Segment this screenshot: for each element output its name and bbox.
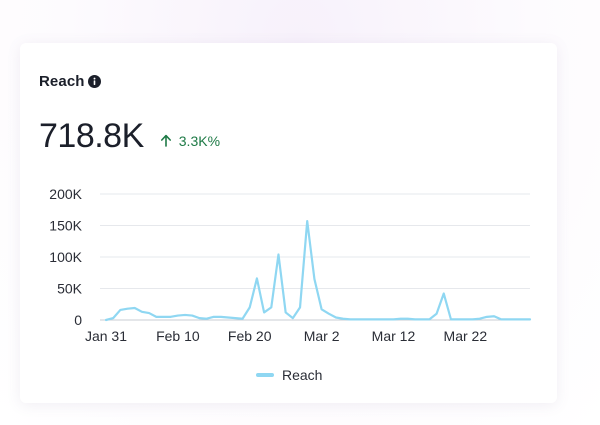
chart-legend[interactable]: Reach — [256, 367, 322, 383]
info-icon[interactable] — [87, 75, 101, 88]
card-title: Reach — [39, 73, 85, 90]
y-tick-label: 200K — [49, 186, 82, 202]
reach-series-line — [104, 219, 532, 322]
card-header: Reach — [39, 73, 101, 90]
y-tick-label: 0 — [74, 312, 82, 328]
y-tick-label: 150K — [49, 218, 82, 234]
y-tick-label: 100K — [49, 249, 82, 265]
x-tick-label: Jan 31 — [85, 328, 127, 344]
legend-swatch — [256, 373, 274, 377]
arrow-up-icon — [160, 134, 171, 147]
metric-row: 718.8K 3.3K% — [39, 117, 220, 156]
reach-line-chart: 0 50K 100K 150K 200K Jan 31 Feb 10 Feb 20 Mar 2 M… — [49, 186, 532, 344]
y-tick-label: 50K — [57, 281, 83, 297]
x-tick-label: Mar 12 — [372, 328, 416, 344]
x-tick-label: Feb 20 — [228, 328, 272, 344]
delta-text: 3.3K% — [178, 132, 221, 149]
x-tick-label: Mar 2 — [304, 328, 340, 344]
metric-value: 718.8K — [39, 117, 144, 155]
x-tick-label: Mar 22 — [444, 328, 488, 344]
delta-badge: 3.3K% — [160, 133, 220, 149]
reach-card: Reach 718.8K 3.3K% 0 50K 100K 150K 200K Jan 3… — [20, 43, 557, 403]
legend-label: Reach — [282, 367, 323, 383]
x-tick-label: Feb 10 — [156, 328, 200, 344]
